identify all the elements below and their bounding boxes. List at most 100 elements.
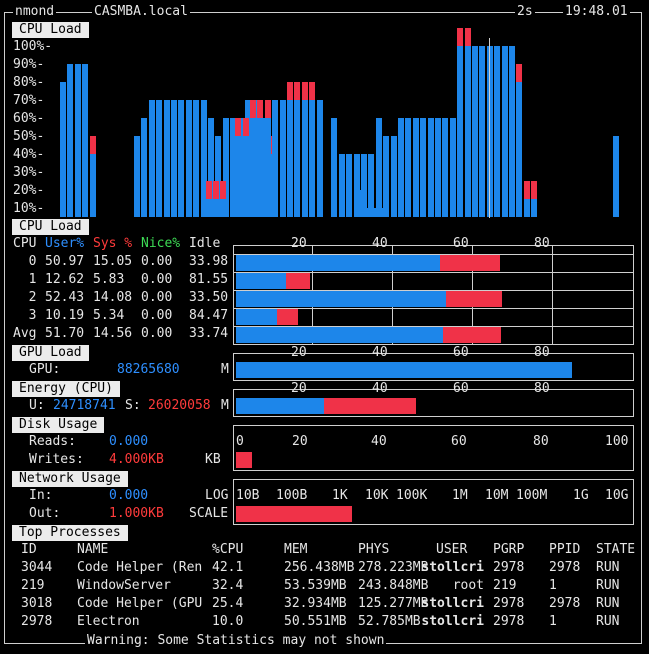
cpu-history-user-bar (215, 136, 222, 217)
clock: 19:48.01 (563, 4, 630, 20)
disk-scale-tick: 40 (371, 434, 387, 449)
net-scale-tick: 10M (485, 488, 509, 503)
gpu-scale-40: 40 (372, 345, 388, 360)
process-cell: 50.551MB (284, 614, 347, 629)
process-col-header: ID (21, 542, 37, 557)
col-sys-header: Sys % (93, 236, 133, 251)
disk-writes-bar (236, 452, 252, 468)
cpu-user-bar (236, 309, 277, 325)
cpu-load-title: CPU Load (12, 219, 89, 235)
cpu-history-user-bar (420, 118, 427, 217)
cpu-row-user: 51.70 (45, 326, 85, 341)
cpu-user-bar (236, 291, 446, 307)
y-tick-label: 40%- (13, 147, 45, 162)
network-usage-title: Network Usage (12, 471, 128, 487)
cpu-history-user-bar (523, 199, 530, 217)
cpu-history-sys-bar (301, 82, 308, 100)
cpu-history-sys-bar (220, 181, 227, 199)
cpu-history-sys-bar (294, 82, 301, 100)
net-scale-tick: 100M (516, 488, 548, 503)
process-cell: 125.277MB (358, 596, 429, 611)
y-tick-label: 30%- (13, 165, 45, 180)
refresh-interval: 2s (515, 4, 535, 20)
process-cell: 1 (549, 614, 557, 629)
cpu-sys-bar (445, 291, 503, 307)
cpu-history-sys-bar (250, 100, 256, 118)
col-nice-header: Nice% (141, 236, 181, 251)
cpu-history-user-bar (516, 82, 523, 217)
cpu-sys-bar (276, 309, 299, 325)
energy-user-label: U: (29, 398, 45, 413)
process-cell: 3044 (21, 560, 53, 575)
cpu-history-user-bar (294, 100, 301, 217)
energy-user-value: 24718741 (53, 398, 116, 413)
net-log-label: LOG (205, 488, 229, 503)
net-scale-tick: 10G (605, 488, 629, 503)
gpu-bar-area (233, 353, 634, 381)
net-scale-tick: 10B (236, 488, 260, 503)
cpu-row-idle: 81.55 (189, 272, 229, 287)
process-cell: 243.848MB (358, 578, 429, 593)
y-tick-label: 50%- (13, 129, 45, 144)
cpu-grid-col (552, 245, 553, 344)
process-col-header: %CPU (212, 542, 244, 557)
cpu-row-id: 0 (13, 254, 37, 269)
y-tick-label: 10%- (13, 201, 45, 216)
cpu-history-user-bar (148, 100, 155, 217)
process-cell: 278.223MB (358, 560, 429, 575)
cpu-grid-row (233, 308, 633, 309)
cpu-row-nice: 0.00 (141, 290, 173, 305)
cpu-history-user-bar (531, 199, 538, 217)
y-tick-label: 60%- (13, 111, 45, 126)
y-tick-label: 80%- (13, 75, 45, 90)
cpu-history-user-bar (89, 154, 96, 217)
cpu-history-user-bar (479, 46, 486, 217)
col-user-header: User% (45, 236, 85, 251)
gpu-bar (236, 362, 572, 378)
cpu-row-sys: 5.34 (93, 308, 125, 323)
process-cell: 2978 (493, 560, 525, 575)
process-cell: 1 (549, 578, 557, 593)
process-cell: Electron (77, 614, 140, 629)
cpu-row-sys: 15.05 (93, 254, 133, 269)
cpu-history-user-bar (205, 199, 212, 217)
net-out-value: 1.000KB (109, 506, 164, 521)
cpu-row-idle: 33.98 (189, 254, 229, 269)
process-cell: 2978 (549, 596, 581, 611)
process-cell: 2978 (493, 596, 525, 611)
cpu-sys-bar (442, 327, 502, 343)
cpu-history-user-bar (449, 118, 456, 217)
cpu-history-sys-bar (264, 100, 271, 118)
process-cell: 219 (493, 578, 517, 593)
process-cell: 219 (21, 578, 45, 593)
cpu-history-sys-bar (531, 181, 538, 199)
cpu-history-user-bar (405, 118, 412, 217)
disk-scale-tick: 100 (605, 434, 629, 449)
cpu-history-user-bar (612, 136, 619, 217)
gpu-scale-60: 60 (453, 345, 469, 360)
cpu-history-user-bar (264, 118, 271, 217)
process-cell: 3018 (21, 596, 53, 611)
process-col-header: PPID (549, 542, 581, 557)
energy-sys-label: S: (125, 398, 141, 413)
cpu-history-user-bar (390, 136, 397, 217)
energy-bar-area (233, 389, 634, 417)
cpu-history-user-bar (272, 100, 279, 217)
cpu-row-id: Avg (13, 326, 37, 341)
cpu-history-sys-bar (309, 82, 316, 100)
cpu-history-user-bar (435, 118, 441, 217)
y-tick-label: 90%- (13, 57, 45, 72)
process-cell: 52.785MB (358, 614, 421, 629)
cpu-history-user-bar (185, 100, 192, 217)
cpu-history-user-bar (60, 82, 66, 217)
net-out-label: Out: (29, 506, 61, 521)
cpu-history-user-bar (220, 199, 227, 217)
cpu-user-bar (236, 327, 443, 343)
process-col-header: STATE (596, 542, 636, 557)
cpu-history-user-bar (346, 154, 353, 217)
process-cell: 2978 (21, 614, 53, 629)
energy-title: Energy (CPU) (12, 381, 120, 397)
energy-scale-40: 40 (372, 381, 388, 396)
cpu-history-user-bar (464, 46, 471, 217)
net-scale-tick: 1K (332, 488, 348, 503)
